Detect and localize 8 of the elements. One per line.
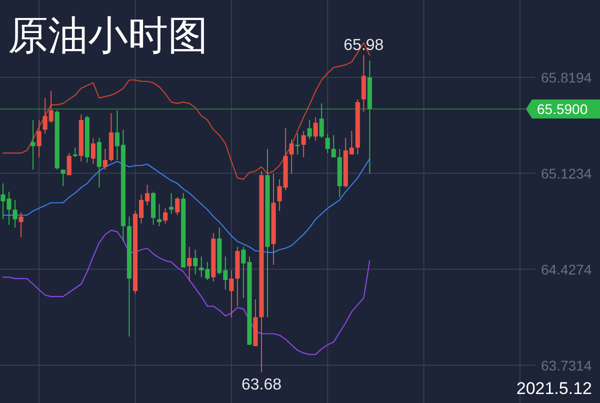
y-tick-label: 64.4274 bbox=[541, 261, 592, 278]
y-tick-label: 63.7314 bbox=[541, 357, 592, 374]
annotation: 2021.5.12 bbox=[516, 379, 592, 398]
title: 原油小时图 bbox=[8, 14, 208, 58]
annotation: 63.68 bbox=[241, 376, 282, 394]
y-tick-label: 65.1234 bbox=[541, 165, 592, 182]
y-tick-label: 65.8194 bbox=[541, 69, 592, 86]
ref-label: 65.5900 bbox=[537, 100, 588, 117]
